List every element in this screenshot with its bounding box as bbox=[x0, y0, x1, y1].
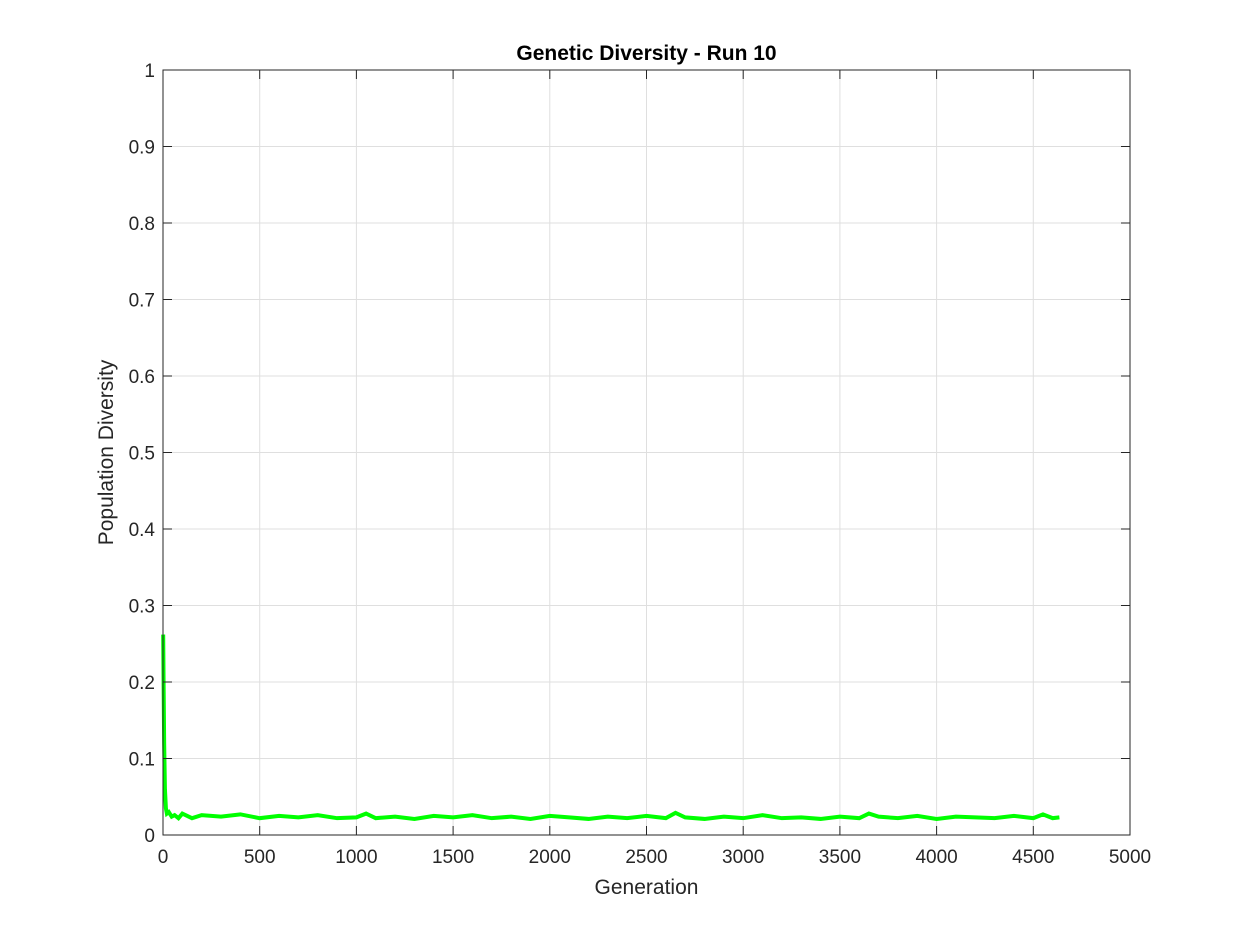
y-tick-label: 0.2 bbox=[129, 673, 155, 694]
y-tick-label: 0.4 bbox=[129, 520, 156, 541]
x-tick-label: 4000 bbox=[915, 847, 957, 868]
x-tick-label: 5000 bbox=[1109, 847, 1151, 868]
ticks: 0 500 1000 1500 2000 2500 3000 3500 4000 4500 5000… bbox=[129, 61, 1152, 868]
series-line bbox=[161, 634, 1060, 821]
x-tick-label: 0 bbox=[158, 847, 169, 868]
y-tick-label: 0.1 bbox=[129, 750, 155, 771]
x-tick-label: 500 bbox=[244, 847, 276, 868]
y-tick-label: 0.8 bbox=[129, 214, 155, 235]
x-tick-label: 4500 bbox=[1012, 847, 1054, 868]
y-tick-label: 0.3 bbox=[129, 597, 155, 618]
x-tick-label: 3500 bbox=[819, 847, 861, 868]
x-axis-label: Generation bbox=[595, 876, 699, 899]
x-tick-label: 1500 bbox=[432, 847, 474, 868]
y-axis-label: Population Diversity bbox=[95, 359, 118, 545]
x-tick-label: 1000 bbox=[335, 847, 377, 868]
y-tick-label: 0.9 bbox=[129, 138, 155, 159]
x-tick-label: 2500 bbox=[625, 847, 667, 868]
x-tick-label: 3000 bbox=[722, 847, 764, 868]
series-group bbox=[161, 634, 1060, 821]
y-tick-label: 1 bbox=[144, 61, 155, 82]
chart-title: Genetic Diversity - Run 10 bbox=[516, 42, 776, 65]
y-tick-label: 0.5 bbox=[129, 444, 155, 465]
y-tick-label: 0.6 bbox=[129, 367, 155, 388]
y-tick-label: 0.7 bbox=[129, 291, 155, 312]
y-tick-label: 0 bbox=[144, 826, 155, 847]
x-tick-label: 2000 bbox=[529, 847, 571, 868]
grid bbox=[162, 69, 1131, 836]
